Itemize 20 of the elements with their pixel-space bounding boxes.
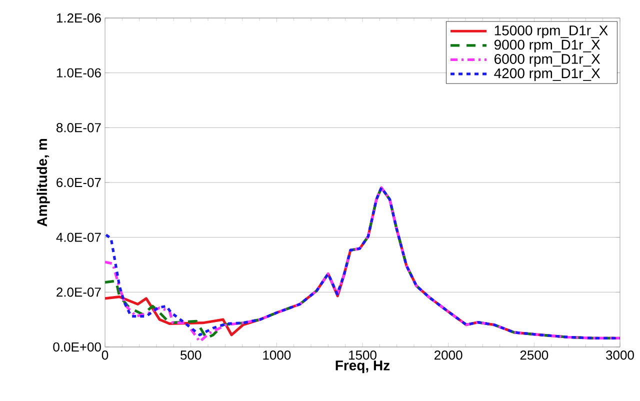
- x-axis-title: Freq, Hz: [336, 360, 390, 374]
- x-tick-label: 2000: [434, 350, 462, 360]
- y-tick-label: 1.2E-06: [56, 13, 101, 23]
- x-tick-label: 3000: [606, 350, 634, 360]
- legend-label: 4200 rpm_D1r_X: [494, 68, 600, 81]
- y-tick-label: 0.0E+00: [53, 342, 101, 352]
- x-tick-label: 1000: [263, 350, 291, 360]
- legend-label: 9000 rpm_D1r_X: [494, 40, 600, 52]
- x-tick-label: 1500: [349, 350, 376, 360]
- y-tick-label: 6.0E-07: [56, 178, 101, 188]
- legend-label: 15000 rpm_D1r_X: [494, 25, 608, 38]
- x-tick-label: 0: [102, 350, 108, 360]
- y-tick-label: 8.0E-07: [56, 123, 101, 132]
- y-tick-label: 1.0E-06: [56, 68, 101, 78]
- legend-label: 6000 rpm_D1r_X: [494, 54, 600, 67]
- y-tick-label: 4.0E-07: [56, 232, 101, 242]
- y-axis-title: Amplitude, m: [36, 139, 50, 226]
- x-tick-label: 2500: [520, 350, 548, 360]
- x-tick-label: 500: [180, 350, 202, 360]
- y-tick-label: 2.0E-07: [56, 288, 101, 297]
